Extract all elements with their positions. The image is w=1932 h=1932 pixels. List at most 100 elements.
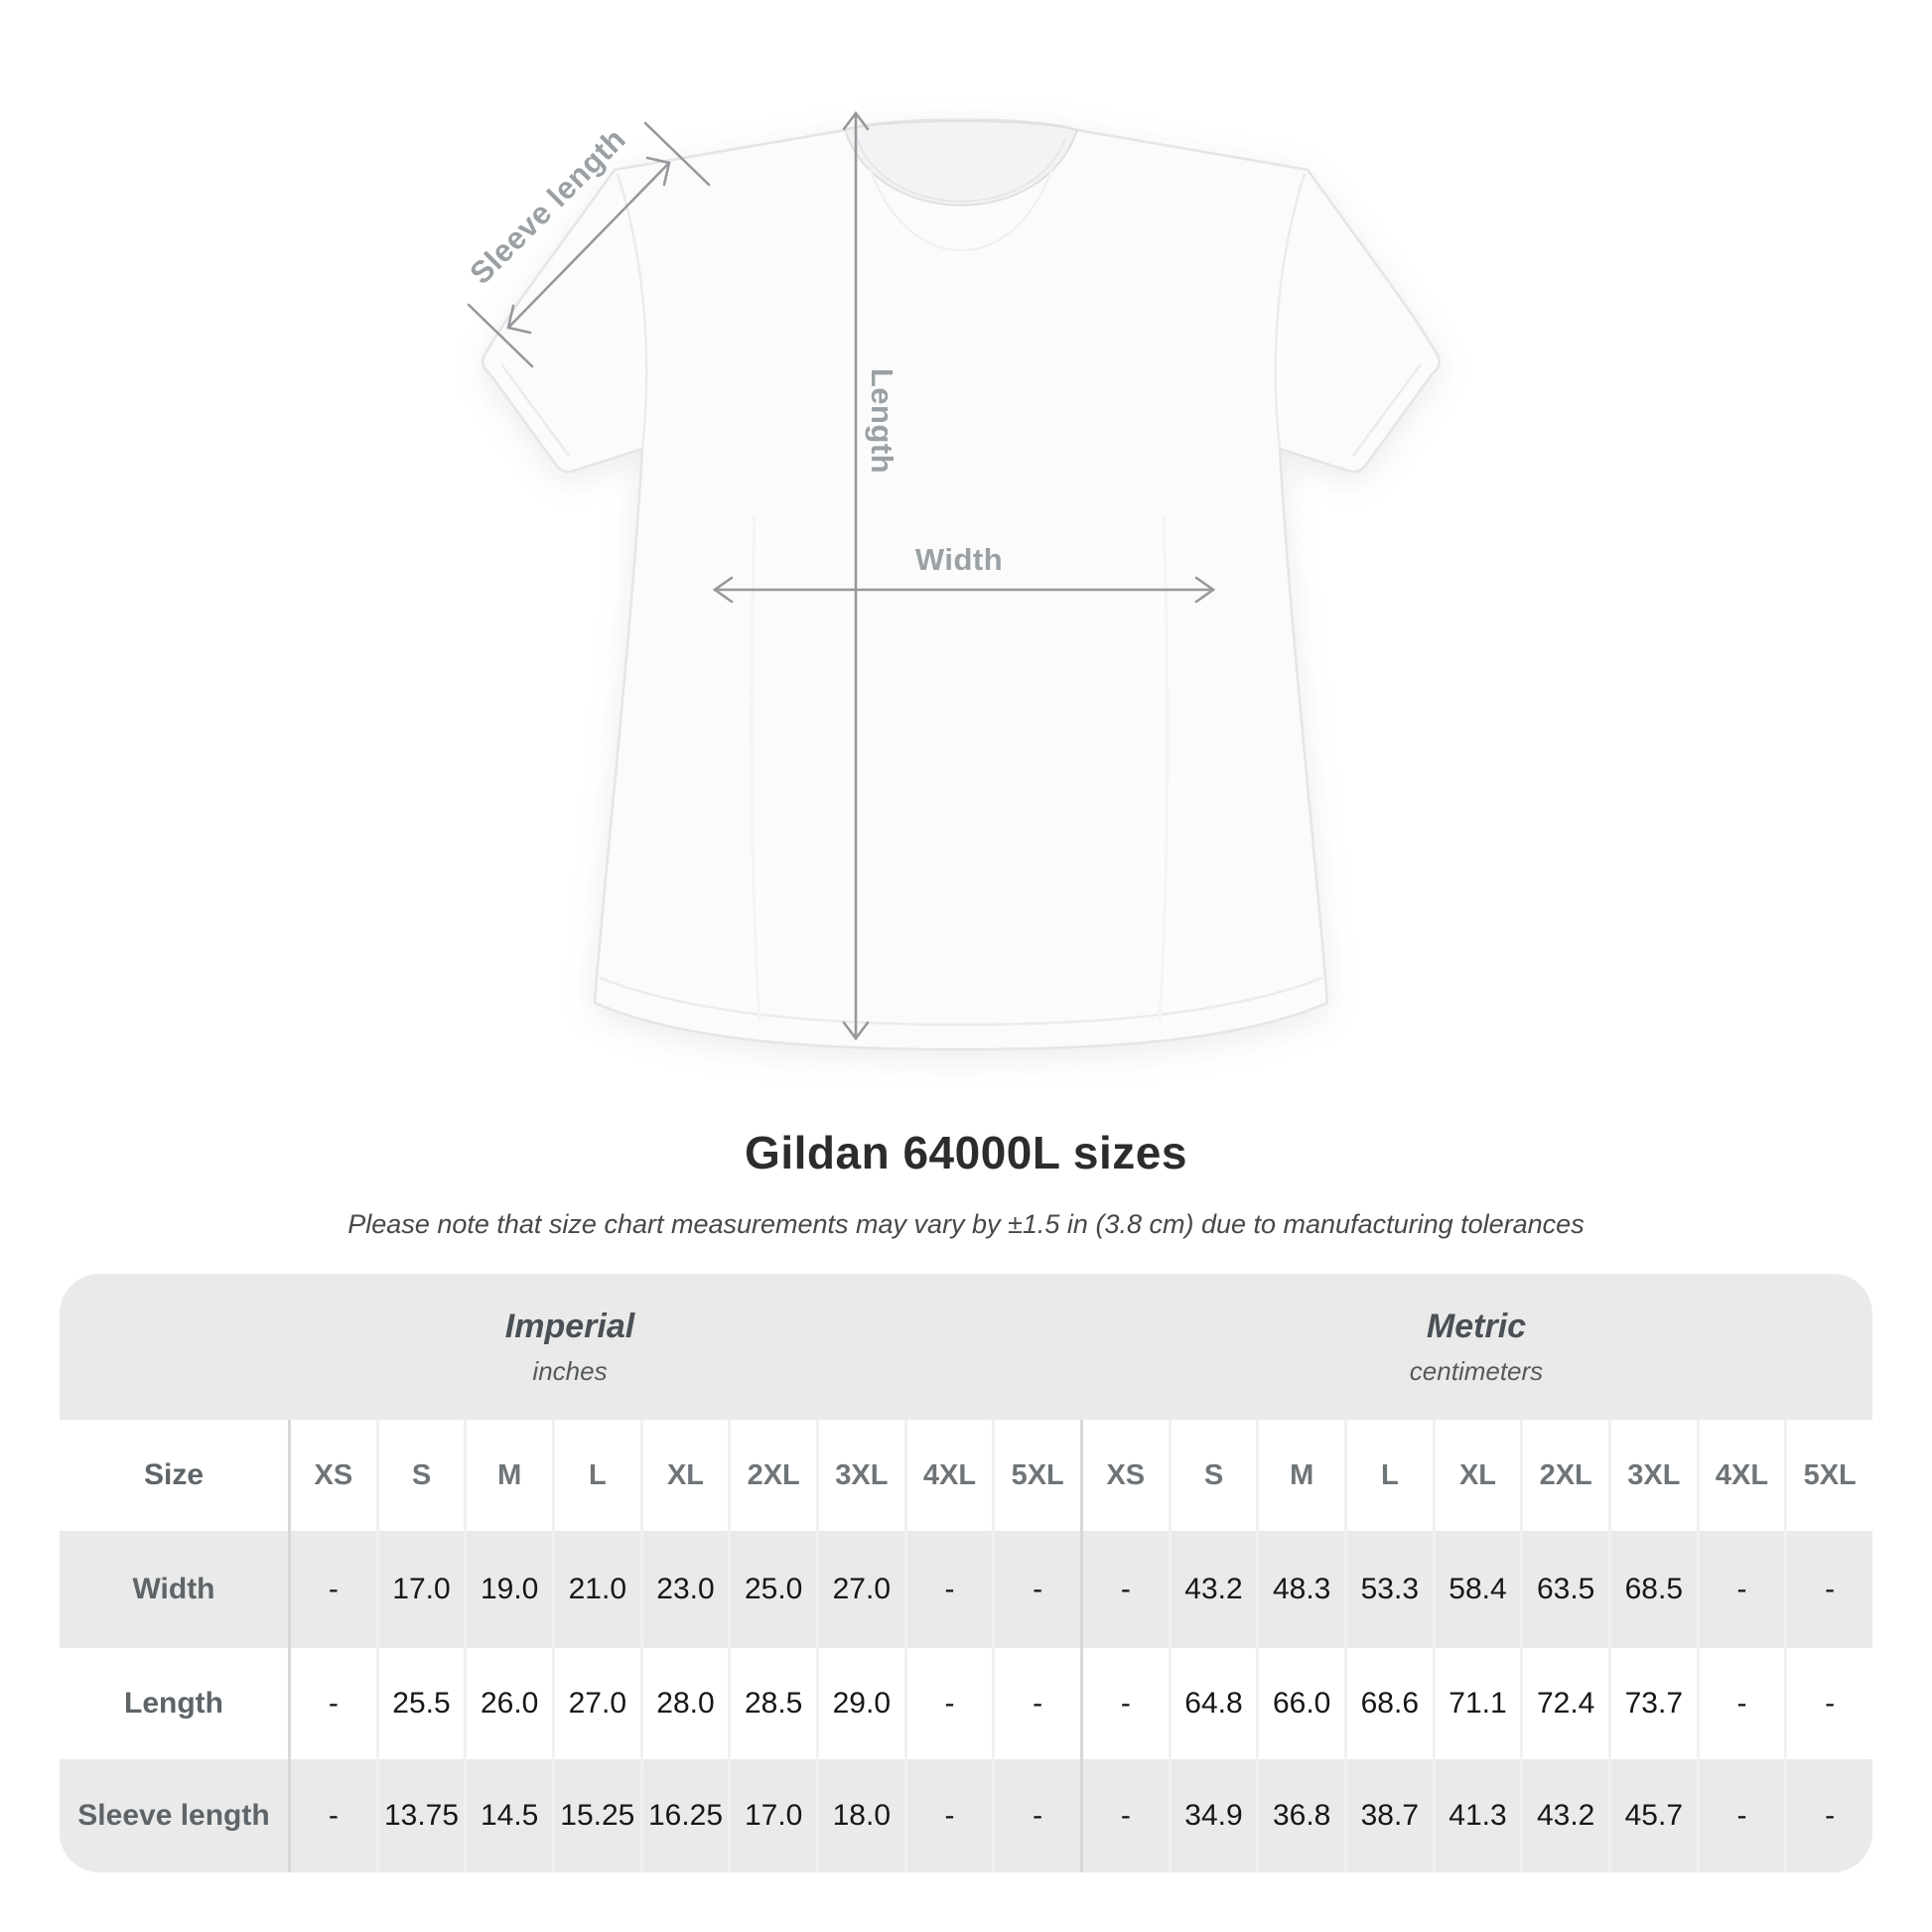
cell-length-metric-3xl: 73.7: [1607, 1648, 1697, 1759]
width-arrowhead-right: [1194, 576, 1216, 604]
cell-length-metric-4xl: -: [1696, 1648, 1785, 1759]
row-label-sleeve-length: Sleeve length: [77, 1799, 270, 1832]
cell-sleeve-length-imperial-2xl: 17.0: [728, 1759, 816, 1872]
cell-sleeve-length-imperial-xs: -: [288, 1759, 376, 1872]
cell-width-imperial-3xl: 27.0: [815, 1531, 904, 1648]
cell-sleeve-length-metric-m: 36.8: [1256, 1759, 1344, 1872]
cell-length-metric-xs: -: [1079, 1648, 1169, 1759]
col-header-imperial-xl: XL: [639, 1420, 729, 1531]
col-header-imperial-2xl: 2XL: [728, 1420, 816, 1531]
size-table-rows: Size XS S M L XL 2XL 3XL 4XL 5XL XS S M L XL 2XL 3XL 4XL 5…: [60, 1420, 1872, 1872]
size-header-row: Size XS S M L XL 2XL 3XL 4XL 5XL XS S M L XL 2XL 3XL 4XL 5…: [60, 1420, 1872, 1531]
measurement-arrows: [467, 110, 1216, 1041]
cell-sleeve-length-imperial-5xl: -: [992, 1759, 1080, 1872]
tshirt-shape: [482, 118, 1441, 1051]
length-arrowhead-top: [842, 110, 870, 131]
col-header-metric-5xl: 5XL: [1784, 1420, 1872, 1531]
cell-sleeve-length-imperial-s: 13.75: [375, 1759, 465, 1872]
cell-length-imperial-5xl: -: [992, 1648, 1080, 1759]
cell-length-imperial-xl: 28.0: [639, 1648, 729, 1759]
cell-sleeve-length-metric-s: 34.9: [1168, 1759, 1257, 1872]
sleeve-tick-top: [643, 121, 711, 187]
row-label-width: Width: [132, 1573, 215, 1605]
cell-width-metric-xs: -: [1079, 1531, 1169, 1648]
cell-length-metric-s: 64.8: [1168, 1648, 1257, 1759]
unit-group-header: Imperial inches Metric centimeters: [60, 1274, 1872, 1420]
col-header-metric-4xl: 4XL: [1696, 1420, 1785, 1531]
cell-sleeve-length-metric-l: 38.7: [1343, 1759, 1433, 1872]
metric-label: Metric: [1426, 1307, 1527, 1345]
cell-length-imperial-xs: -: [288, 1648, 376, 1759]
sleeve-arrowhead-bottom: [506, 304, 532, 335]
cell-sleeve-length-metric-2xl: 43.2: [1520, 1759, 1608, 1872]
col-header-imperial-l: L: [551, 1420, 640, 1531]
table-row-width: Width -17.0 19.0 21.0 23.0 25.0 27.0- - -43.2 48.…: [60, 1531, 1872, 1648]
col-header-imperial-4xl: 4XL: [903, 1420, 993, 1531]
tolerance-note: Please note that size chart measurements…: [347, 1209, 1585, 1239]
cell-length-imperial-m: 26.0: [464, 1648, 552, 1759]
cell-length-metric-m: 66.0: [1256, 1648, 1344, 1759]
cell-length-imperial-3xl: 29.0: [815, 1648, 904, 1759]
col-header-metric-m: M: [1256, 1420, 1344, 1531]
cell-length-metric-l: 68.6: [1343, 1648, 1433, 1759]
cell-width-imperial-xs: -: [288, 1531, 376, 1648]
cell-width-metric-m: 48.3: [1256, 1531, 1344, 1648]
cell-width-imperial-l: 21.0: [551, 1531, 640, 1648]
cell-width-imperial-xl: 23.0: [639, 1531, 729, 1648]
width-annotation: Width: [914, 542, 1004, 577]
cell-width-imperial-5xl: -: [992, 1531, 1080, 1648]
col-header-metric-xl: XL: [1432, 1420, 1521, 1531]
imperial-unit: inches: [532, 1355, 608, 1386]
cell-sleeve-length-imperial-m: 14.5: [464, 1759, 552, 1872]
imperial-label: Imperial: [504, 1307, 635, 1345]
cell-width-imperial-4xl: -: [903, 1531, 993, 1648]
cell-sleeve-length-metric-xs: -: [1079, 1759, 1169, 1872]
col-header-imperial-s: S: [375, 1420, 465, 1531]
sleeve-arrowhead-top: [645, 156, 671, 187]
imperial-group-header: Imperial inches: [60, 1274, 1080, 1420]
cell-sleeve-length-imperial-xl: 16.25: [639, 1759, 729, 1872]
col-header-metric-3xl: 3XL: [1607, 1420, 1697, 1531]
cell-width-metric-3xl: 68.5: [1607, 1531, 1697, 1648]
cell-sleeve-length-imperial-4xl: -: [903, 1759, 993, 1872]
cell-width-metric-l: 53.3: [1343, 1531, 1433, 1648]
table-row-sleeve-length: Sleeve length -13.75 14.5 15.25 16.25 17.0 18.…: [60, 1759, 1872, 1872]
col-header-imperial-5xl: 5XL: [992, 1420, 1080, 1531]
cell-length-imperial-s: 25.5: [375, 1648, 465, 1759]
length-arrowhead-bottom: [842, 1021, 870, 1041]
col-header-imperial-xs: XS: [288, 1420, 376, 1531]
col-header-metric-l: L: [1343, 1420, 1433, 1531]
cell-width-imperial-2xl: 25.0: [728, 1531, 816, 1648]
cell-sleeve-length-metric-xl: 41.3: [1432, 1759, 1521, 1872]
cell-width-metric-2xl: 63.5: [1520, 1531, 1608, 1648]
size-table: Imperial inches Metric centimeters Size X…: [60, 1274, 1872, 1872]
row-label-length: Length: [124, 1687, 223, 1720]
cell-width-imperial-m: 19.0: [464, 1531, 552, 1648]
cell-length-metric-xl: 71.1: [1432, 1648, 1521, 1759]
cell-sleeve-length-imperial-l: 15.25: [551, 1759, 640, 1872]
length-annotation: Length: [865, 367, 899, 475]
metric-unit: centimeters: [1409, 1355, 1544, 1386]
page-title: Gildan 64000L sizes: [745, 1127, 1187, 1178]
cell-length-metric-2xl: 72.4: [1520, 1648, 1608, 1759]
cell-width-metric-s: 43.2: [1168, 1531, 1257, 1648]
col-header-imperial-3xl: 3XL: [815, 1420, 904, 1531]
cell-sleeve-length-imperial-3xl: 18.0: [815, 1759, 904, 1872]
col-header-metric-s: S: [1168, 1420, 1257, 1531]
cell-width-imperial-s: 17.0: [375, 1531, 465, 1648]
col-header-metric-2xl: 2XL: [1520, 1420, 1608, 1531]
size-header-label: Size: [143, 1458, 205, 1491]
cell-length-imperial-4xl: -: [903, 1648, 993, 1759]
cell-length-imperial-l: 27.0: [551, 1648, 640, 1759]
cell-width-metric-xl: 58.4: [1432, 1531, 1521, 1648]
col-header-imperial-m: M: [464, 1420, 552, 1531]
col-header-metric-xs: XS: [1079, 1420, 1169, 1531]
cell-width-metric-4xl: -: [1696, 1531, 1785, 1648]
cell-width-metric-5xl: -: [1784, 1531, 1872, 1648]
tshirt-measurement-diagram: Sleeve length Length Width: [463, 110, 1441, 1051]
cell-length-imperial-2xl: 28.5: [728, 1648, 816, 1759]
cell-length-metric-5xl: -: [1784, 1648, 1872, 1759]
table-row-length: Length -25.5 26.0 27.0 28.0 28.5 29.0- - -64.8 66…: [60, 1648, 1872, 1759]
width-arrowhead-left: [712, 576, 734, 604]
sleeve-arrow-line: [506, 161, 671, 330]
